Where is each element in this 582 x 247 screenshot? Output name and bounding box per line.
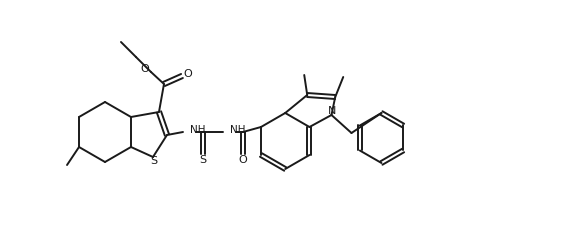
Text: O: O bbox=[141, 64, 150, 74]
Text: NH: NH bbox=[190, 125, 205, 135]
Text: S: S bbox=[200, 155, 207, 165]
Text: N: N bbox=[328, 106, 336, 116]
Text: O: O bbox=[183, 69, 193, 79]
Text: O: O bbox=[239, 155, 247, 165]
Text: NH: NH bbox=[230, 125, 246, 135]
Text: S: S bbox=[150, 156, 157, 165]
